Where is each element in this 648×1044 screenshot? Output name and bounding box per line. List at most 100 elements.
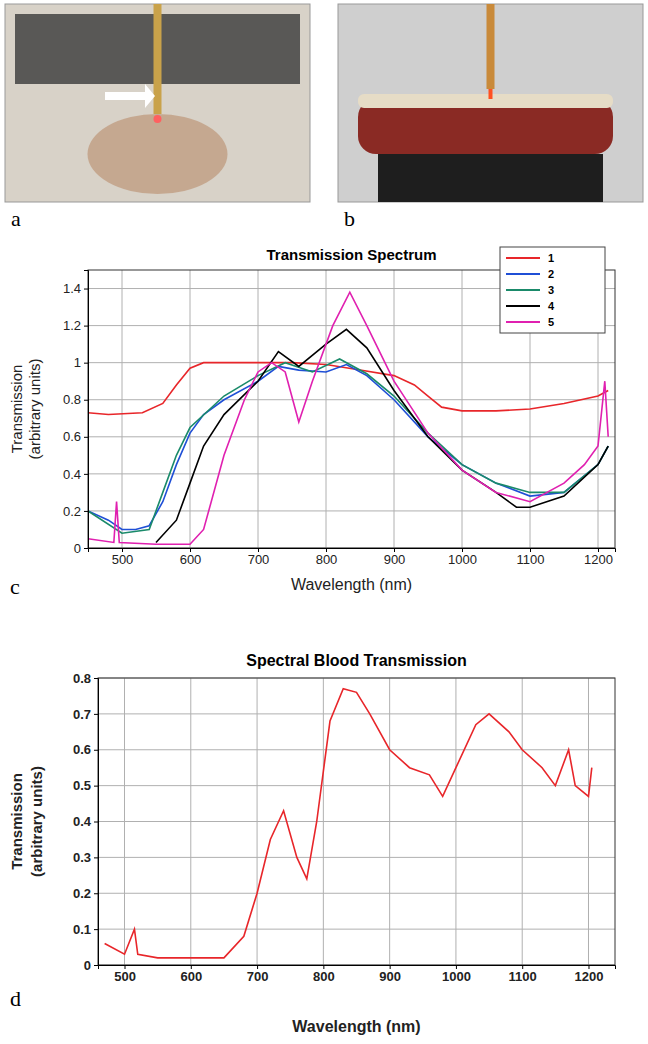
photo-background <box>5 4 310 202</box>
grid-line <box>258 270 259 548</box>
series-line <box>156 329 608 542</box>
y-tick-label: 0.6 <box>63 429 81 444</box>
grid-line <box>88 399 615 400</box>
grid-line <box>98 821 615 822</box>
x-tick: 900 <box>384 548 406 567</box>
y-tick-label: 0.4 <box>73 814 92 829</box>
grid-line <box>122 270 123 548</box>
y-tick: 1 <box>74 355 88 370</box>
series-line <box>88 365 608 530</box>
y-tick-mark <box>94 857 98 858</box>
y-tick-label: 0.6 <box>73 742 91 757</box>
y-tick-mark <box>94 965 98 966</box>
y-tick: 1.2 <box>63 318 88 333</box>
x-tick-label: 500 <box>114 969 136 984</box>
legend-swatch <box>506 273 540 275</box>
grid <box>98 678 615 965</box>
grid-line <box>98 785 615 786</box>
grid-line <box>98 893 615 894</box>
y-tick-label: 1.4 <box>63 281 81 296</box>
legend-swatch <box>506 257 540 259</box>
y-tick-mark <box>94 822 98 823</box>
x-tick-label: 1000 <box>448 552 477 567</box>
y-tick-label: 1.2 <box>63 318 81 333</box>
x-tick-label: 1100 <box>509 969 537 984</box>
grid-line <box>88 473 615 474</box>
x-tick-label: 700 <box>248 552 270 567</box>
panel-label: c <box>10 574 20 599</box>
chart-title: Spectral Blood Transmission <box>246 652 467 669</box>
y-tick-mark <box>84 326 88 327</box>
photo-background <box>338 4 643 202</box>
x-tick-label: 600 <box>180 969 202 984</box>
y-tick-mark <box>94 893 98 894</box>
y-tick-mark <box>94 786 98 787</box>
y-tick-label: 0.1 <box>73 922 91 937</box>
x-tick: 900 <box>379 965 401 984</box>
x-axis-line <box>99 966 616 970</box>
y-tick-mark <box>94 678 98 679</box>
x-tick: 1000 <box>442 965 471 984</box>
panel-label: b <box>344 206 355 231</box>
y-tick: 1.4 <box>63 281 88 296</box>
legend-label: 5 <box>548 316 554 328</box>
y-tick-label: 0.2 <box>73 886 91 901</box>
legend-label: 2 <box>548 268 554 280</box>
y-tick-mark <box>94 929 98 930</box>
y-tick-label: 0.8 <box>73 671 91 686</box>
y-tick: 0.1 <box>73 922 98 937</box>
x-tick-label: 500 <box>112 552 134 567</box>
x-tick: 1200 <box>584 548 613 567</box>
y-tick-label: 0.8 <box>63 392 81 407</box>
grid-line <box>88 436 615 437</box>
photo-shape <box>378 154 603 202</box>
x-axis: 500 600 700 800 900 1000 1100 1200 <box>99 965 616 984</box>
plot-frame <box>98 678 615 965</box>
x-tick: 1200 <box>575 965 604 984</box>
y-tick-label: 0.3 <box>73 850 91 865</box>
x-tick: 1100 <box>509 965 537 984</box>
y-tick-mark <box>84 363 88 364</box>
y-tick-label: 0.2 <box>63 504 81 519</box>
y-tick-label: 0.7 <box>73 707 91 722</box>
plot-lines <box>105 689 592 958</box>
figure: a b 500 600 700 800 900 1000 1100 1200 0 0.2 0.4 0.6 0… <box>0 0 648 1044</box>
x-tick: 1100 <box>517 548 545 567</box>
x-tick: 700 <box>248 548 270 567</box>
photo-shape <box>358 94 613 108</box>
y-tick: 0.2 <box>63 504 88 519</box>
grid-line <box>326 270 327 548</box>
y-tick-label: 0 <box>84 958 91 973</box>
series-line <box>105 689 592 958</box>
panel-label: a <box>11 206 21 231</box>
x-tick-label: 700 <box>247 969 269 984</box>
series-line <box>88 363 608 415</box>
chart: 500 600 700 800 900 1000 1100 1200 0 0.1 0.2 0.3 0.4… <box>8 652 616 1035</box>
x-tick-label: 900 <box>379 969 401 984</box>
grid-line <box>98 857 615 858</box>
chart-title: Transmission Spectrum <box>266 246 436 263</box>
photo <box>338 4 643 202</box>
x-tick-label: 800 <box>313 969 335 984</box>
x-tick: 500 <box>114 965 136 984</box>
x-tick-label: 600 <box>180 552 202 567</box>
y-tick-mark <box>84 289 88 290</box>
x-tick-label: 1200 <box>584 552 613 567</box>
grid-line <box>88 362 615 363</box>
grid-line <box>98 713 615 714</box>
x-tick: 600 <box>180 548 202 567</box>
x-tick: 600 <box>180 965 202 984</box>
y-tick: 0.2 <box>73 886 98 901</box>
y-axis-line <box>94 679 99 966</box>
x-tick: 1000 <box>448 548 477 567</box>
y-tick-label: 1 <box>74 355 81 370</box>
y-axis: 00.10.20.30.40.50.60.70.8 <box>73 671 99 973</box>
y-tick-mark <box>94 714 98 715</box>
y-tick-mark <box>94 750 98 751</box>
y-tick-mark <box>84 511 88 512</box>
photo-shape <box>154 115 162 123</box>
x-axis-title: Wavelength (nm) <box>292 1018 420 1035</box>
legend-swatch <box>506 305 540 307</box>
y-axis-title: Transmission(arbitrary units) <box>8 359 43 460</box>
photo-shape <box>487 4 495 89</box>
